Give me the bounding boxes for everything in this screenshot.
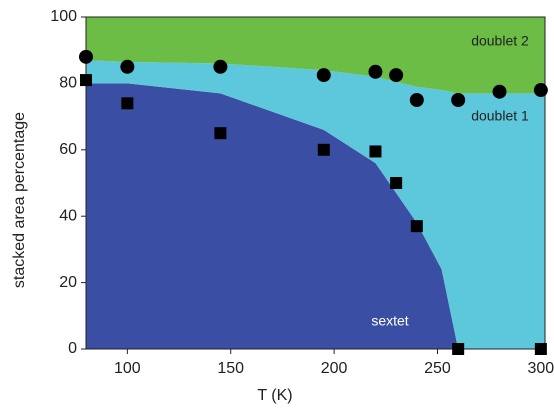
square-marker <box>317 143 330 156</box>
area <box>86 60 545 349</box>
circle-marker <box>120 59 135 74</box>
circle-marker <box>213 59 228 74</box>
plot-frame <box>85 16 546 350</box>
circle-marker <box>451 93 466 107</box>
square-marker <box>80 74 92 87</box>
square-marker <box>214 127 227 140</box>
y-tick-label: 0 <box>68 340 77 357</box>
area <box>86 83 545 350</box>
circle-marker <box>409 93 424 107</box>
y-tick-label: 20 <box>59 274 77 291</box>
area <box>86 17 545 94</box>
area-label: doublet 1 <box>471 108 529 124</box>
area-label: doublet 2 <box>471 33 529 49</box>
area-label: sextet <box>371 313 408 329</box>
y-tick-label: 40 <box>59 207 77 224</box>
square-marker <box>452 343 465 355</box>
square-marker <box>390 177 403 189</box>
square-marker <box>534 343 547 355</box>
x-tick-label: 150 <box>217 360 244 377</box>
x-tick-label: 250 <box>424 360 451 377</box>
y-axis-label: stacked area percentage <box>11 112 28 288</box>
y-tick-label: 60 <box>59 141 77 158</box>
circle-marker <box>492 84 507 99</box>
square-marker <box>121 97 134 110</box>
x-tick-label: 200 <box>321 360 348 377</box>
y-tick-label: 80 <box>59 75 77 92</box>
y-tick-label: 100 <box>50 8 77 25</box>
x-tick-label: 100 <box>114 360 141 377</box>
square-marker <box>369 145 382 158</box>
circle-marker <box>316 68 331 83</box>
circle-marker <box>533 83 548 98</box>
x-tick-label: 300 <box>528 360 554 377</box>
circle-marker <box>389 68 404 83</box>
circle-marker <box>368 64 383 79</box>
square-marker <box>410 220 423 233</box>
x-axis-label: T (K) <box>257 387 292 404</box>
circle-marker <box>79 49 93 64</box>
